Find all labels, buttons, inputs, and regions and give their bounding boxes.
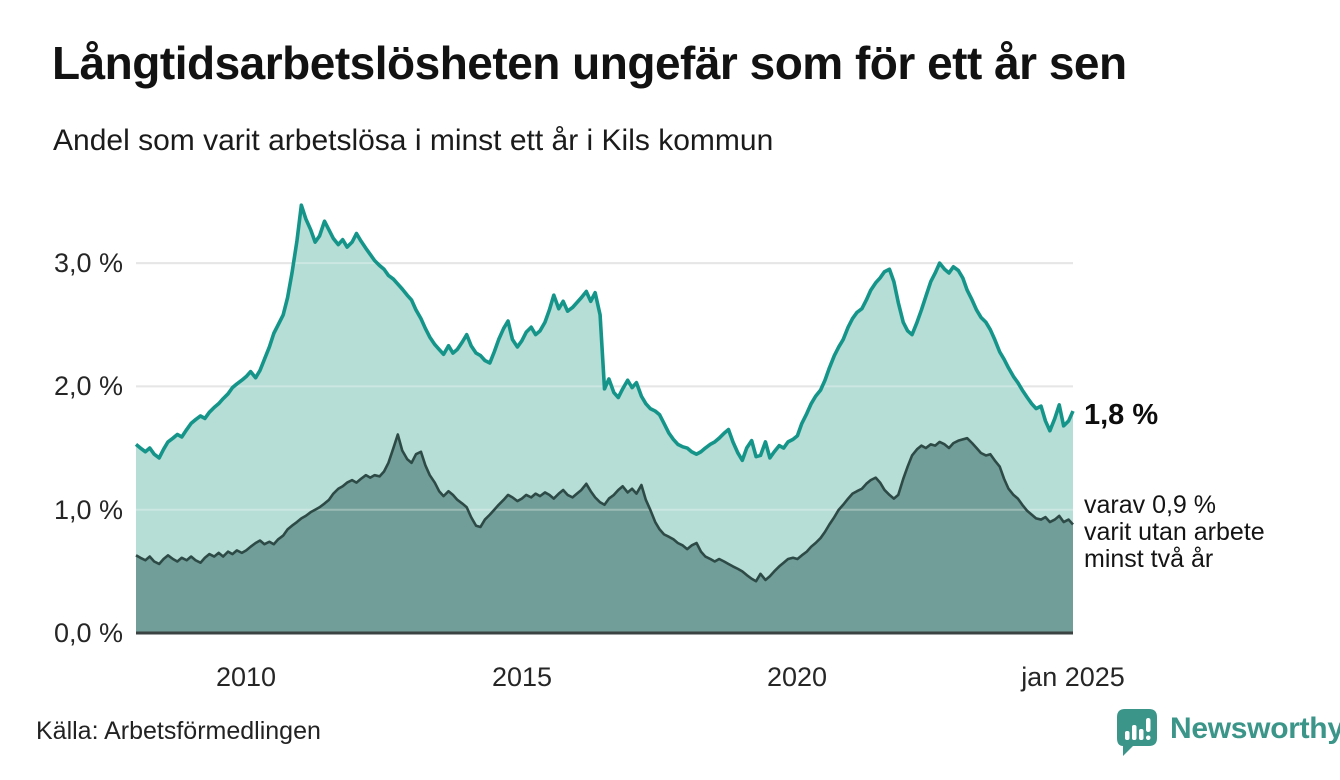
x-axis-tick-2015: 2015 bbox=[491, 662, 553, 692]
source-caption: Källa: Arbetsförmedlingen bbox=[36, 717, 321, 745]
y-axis-tick-1pct: 1,0 % bbox=[53, 495, 123, 525]
newsworthy-wordmark: Newsworthy bbox=[1170, 712, 1340, 745]
x-axis-tick-2010: 2010 bbox=[215, 662, 277, 692]
x-axis-tick-jan-2025: jan 2025 bbox=[1021, 662, 1125, 692]
two-year-annotation-line2: varit utan arbete bbox=[1084, 518, 1265, 546]
two-year-annotation-line1: varav 0,9 % bbox=[1084, 491, 1217, 519]
newsworthy-logo-icon bbox=[1117, 709, 1157, 756]
two-year-annotation-line3: minst två år bbox=[1084, 545, 1214, 573]
newsworthy-logo: Newsworthy bbox=[1116, 708, 1340, 758]
two-year-annotation: varav 0,9 % varit utan arbete minst två … bbox=[1084, 492, 1265, 573]
latest-value-label: 1,8 % bbox=[1084, 399, 1159, 431]
y-axis-tick-2pct: 2,0 % bbox=[53, 371, 123, 401]
y-axis-tick-0pct: 0,0 % bbox=[53, 618, 123, 648]
y-axis-tick-3pct: 3,0 % bbox=[53, 248, 123, 278]
x-axis-tick-2020: 2020 bbox=[766, 662, 828, 692]
